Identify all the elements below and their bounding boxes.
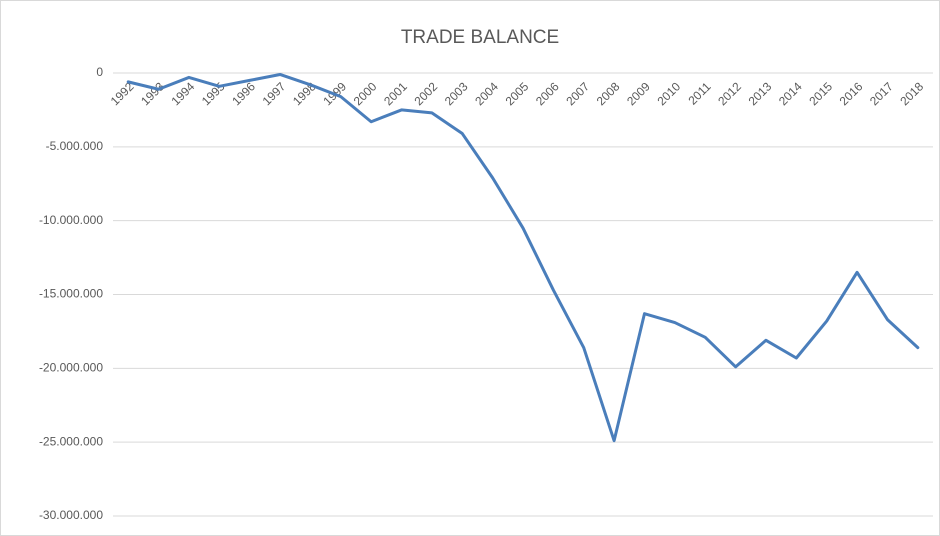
y-tick-label: -20.000.000 (39, 361, 103, 375)
y-tick-label: -25.000.000 (39, 434, 103, 448)
y-tick-label: -15.000.000 (39, 287, 103, 301)
y-tick-label: -10.000.000 (39, 213, 103, 227)
y-tick-label: -5.000.000 (46, 139, 104, 153)
chart-title: TRADE BALANCE (401, 27, 559, 48)
y-tick-label: 0 (96, 65, 103, 79)
y-tick-label: -30.000.000 (39, 508, 103, 522)
data-line (126, 72, 920, 443)
